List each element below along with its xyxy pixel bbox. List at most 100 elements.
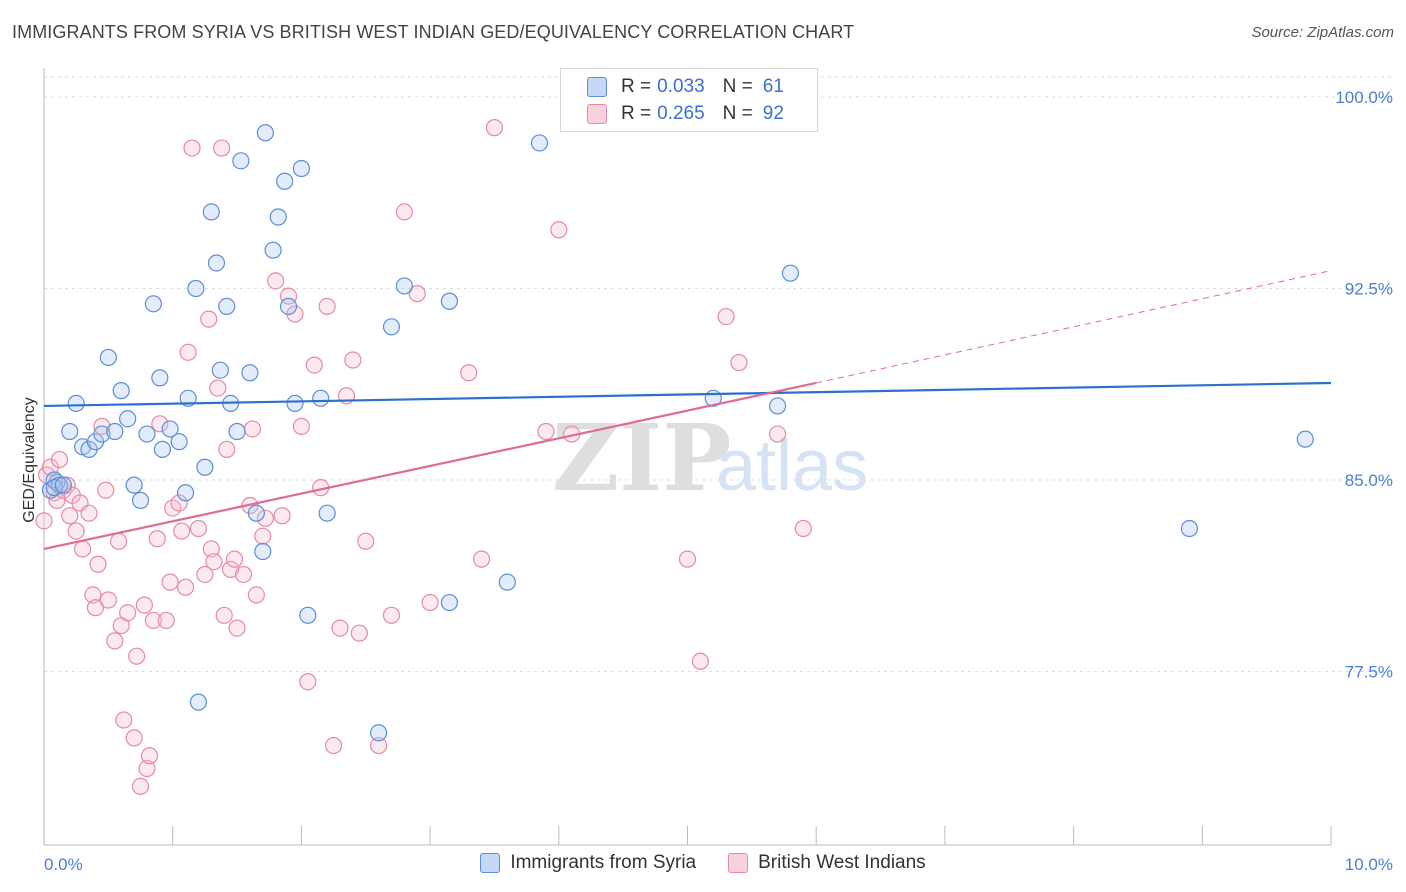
- y-tick-label: 85.0%: [1345, 471, 1393, 490]
- data-point-british-west-indians: [318, 297, 336, 315]
- data-point-immigrants-from-syria: [161, 420, 179, 438]
- data-point-immigrants-from-syria: [99, 348, 117, 367]
- data-point-british-west-indians: [157, 611, 175, 630]
- trend-line-syria: [43, 381, 1332, 408]
- data-point-british-west-indians: [324, 736, 343, 755]
- y-tick-label: 92.5%: [1345, 280, 1393, 299]
- data-point-immigrants-from-syria: [256, 124, 274, 142]
- data-point-british-west-indians: [119, 604, 137, 622]
- data-point-british-west-indians: [678, 550, 697, 568]
- correlation-legend: R = 0.033 N = 61 R = 0.265 N = 92: [560, 68, 818, 132]
- data-point-british-west-indians: [183, 139, 201, 157]
- legend-r-label: R =: [621, 76, 652, 97]
- series-legend: Immigrants from Syria British West India…: [0, 852, 1406, 874]
- y-axis-label: GED/Equivalency: [21, 397, 38, 522]
- data-point-british-west-indians: [176, 578, 195, 596]
- data-point-british-west-indians: [768, 425, 787, 443]
- data-point-immigrants-from-syria: [768, 397, 787, 415]
- legend-item-bwi[interactable]: British West Indians: [728, 852, 926, 874]
- data-point-immigrants-from-syria: [286, 394, 304, 412]
- legend-r-value: 0.265: [657, 103, 705, 124]
- data-point-immigrants-from-syria: [153, 440, 172, 458]
- data-point-british-west-indians: [179, 343, 197, 361]
- data-point-british-west-indians: [299, 673, 317, 691]
- axes: [43, 68, 1332, 846]
- data-point-british-west-indians: [125, 729, 143, 747]
- data-point-british-west-indians: [80, 504, 98, 522]
- legend-r-label: R =: [621, 103, 652, 124]
- data-point-immigrants-from-syria: [125, 476, 143, 494]
- data-point-immigrants-from-syria: [440, 292, 459, 310]
- data-point-immigrants-from-syria: [151, 369, 169, 387]
- data-point-british-west-indians: [135, 596, 153, 614]
- data-point-immigrants-from-syria: [232, 152, 250, 170]
- data-point-immigrants-from-syria: [170, 433, 188, 451]
- data-point-immigrants-from-syria: [440, 593, 459, 612]
- data-point-immigrants-from-syria: [781, 264, 800, 282]
- data-point-british-west-indians: [717, 307, 735, 326]
- data-point-immigrants-from-syria: [247, 504, 265, 522]
- data-point-british-west-indians: [254, 527, 272, 545]
- legend-label-bwi: British West Indians: [758, 852, 926, 873]
- data-point-immigrants-from-syria: [93, 425, 111, 443]
- data-point-immigrants-from-syria: [312, 389, 330, 407]
- data-point-immigrants-from-syria: [119, 410, 137, 428]
- data-point-british-west-indians: [138, 759, 156, 778]
- trend-lines: [43, 270, 1332, 551]
- data-point-immigrants-from-syria: [54, 476, 72, 494]
- data-point-immigrants-from-syria: [131, 491, 150, 510]
- legend-r-value: 0.033: [657, 76, 705, 97]
- data-point-immigrants-from-syria: [207, 254, 226, 272]
- data-point-british-west-indians: [218, 440, 236, 458]
- axis-labels: 77.5% 85.0% 92.5% 100.0% 0.0% 10.0% GED/Equiva…: [21, 88, 1393, 874]
- data-point-british-west-indians: [61, 507, 79, 525]
- data-point-british-west-indians: [148, 530, 166, 548]
- legend-n-label: N =: [722, 103, 753, 124]
- data-point-british-west-indians: [89, 555, 107, 573]
- data-point-british-west-indians: [228, 619, 246, 637]
- data-point-british-west-indians: [202, 540, 220, 558]
- legend-row-syria: R = 0.033 N = 61: [587, 74, 784, 100]
- data-point-immigrants-from-syria: [196, 458, 214, 476]
- data-point-british-west-indians: [485, 119, 504, 137]
- data-point-immigrants-from-syria: [241, 364, 259, 382]
- data-point-british-west-indians: [267, 272, 285, 290]
- data-point-british-west-indians: [357, 532, 375, 550]
- watermark-zip: ZIP: [552, 404, 731, 512]
- data-point-british-west-indians: [344, 351, 362, 369]
- data-point-british-west-indians: [225, 550, 244, 568]
- legend-item-syria[interactable]: Immigrants from Syria: [480, 852, 696, 874]
- data-point-british-west-indians: [173, 522, 191, 540]
- data-point-immigrants-from-syria: [370, 724, 388, 742]
- data-point-immigrants-from-syria: [299, 606, 317, 624]
- data-point-british-west-indians: [110, 532, 128, 550]
- legend-swatch-blue: [587, 77, 607, 97]
- data-point-british-west-indians: [144, 611, 162, 630]
- data-point-british-west-indians: [305, 356, 323, 374]
- data-point-immigrants-from-syria: [276, 172, 294, 190]
- data-point-british-west-indians: [273, 507, 291, 525]
- data-point-british-west-indians: [537, 422, 555, 441]
- data-point-british-west-indians: [170, 494, 188, 512]
- data-point-immigrants-from-syria: [254, 542, 272, 561]
- data-point-immigrants-from-syria: [112, 382, 130, 400]
- data-point-british-west-indians: [97, 481, 115, 499]
- data-point-immigrants-from-syria: [106, 422, 124, 441]
- watermark-atlas: atlas: [716, 426, 868, 506]
- data-point-immigrants-from-syria: [61, 422, 79, 441]
- data-point-british-west-indians: [84, 586, 102, 604]
- legend-n-value: 61: [762, 76, 784, 97]
- data-point-british-west-indians: [67, 522, 85, 540]
- x-tick-label: 0.0%: [44, 855, 83, 874]
- data-point-immigrants-from-syria: [264, 241, 282, 259]
- data-point-british-west-indians: [205, 553, 223, 571]
- data-point-immigrants-from-syria: [1296, 430, 1314, 448]
- y-tick-label: 100.0%: [1335, 88, 1393, 107]
- data-point-immigrants-from-syria: [318, 504, 336, 522]
- legend-swatch-blue: [480, 853, 501, 873]
- data-point-immigrants-from-syria: [279, 297, 298, 315]
- data-point-british-west-indians: [215, 606, 233, 624]
- data-point-british-west-indians: [86, 599, 105, 617]
